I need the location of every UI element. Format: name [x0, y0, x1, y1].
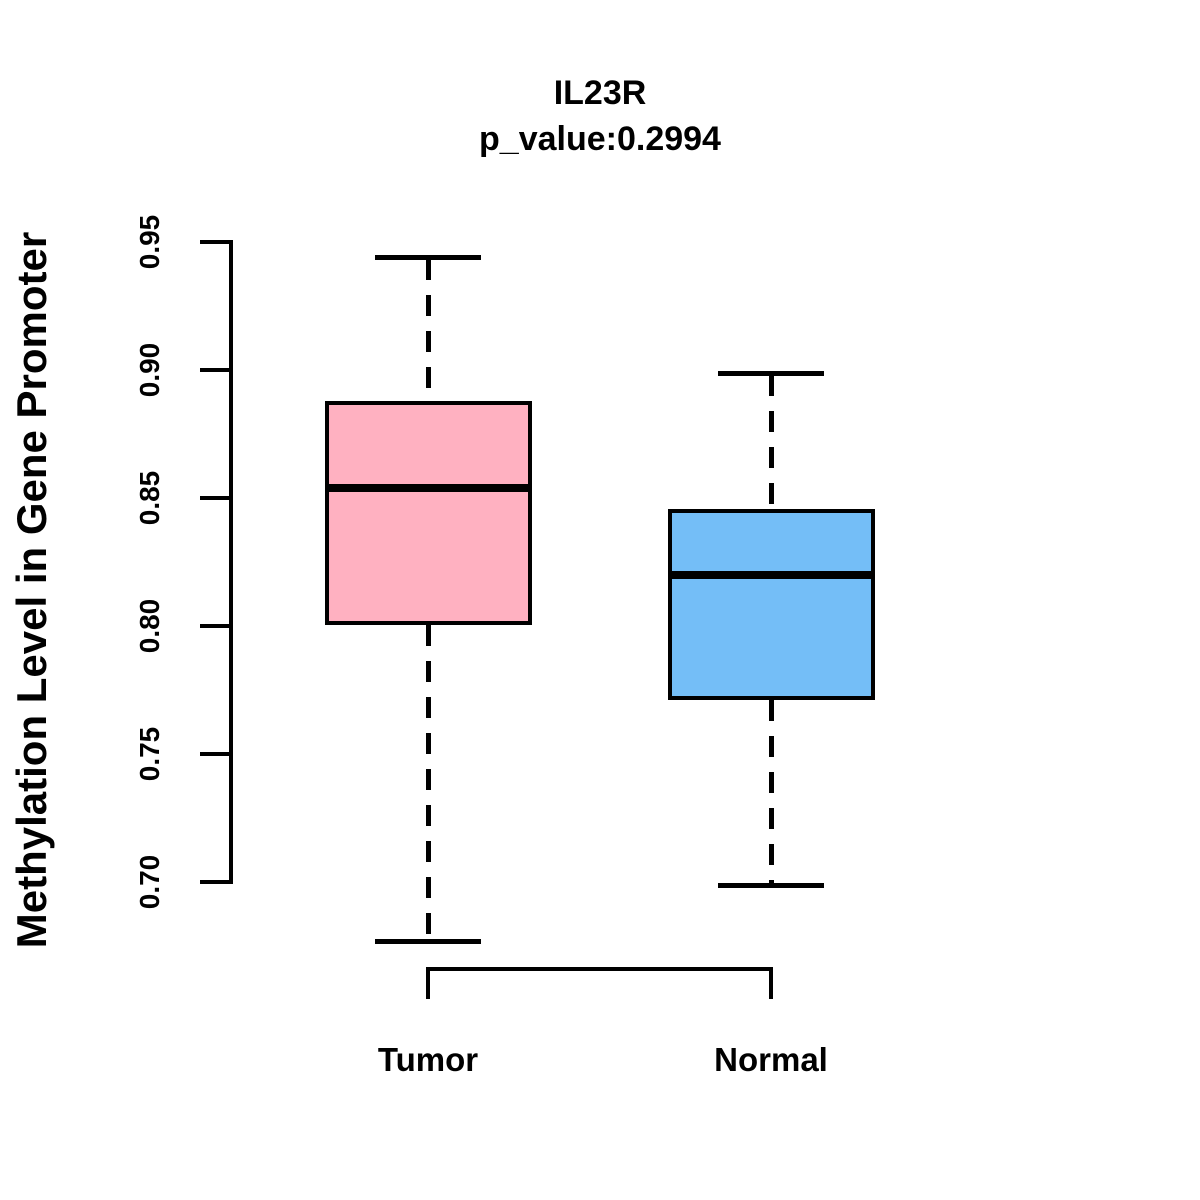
median-line-tumor	[324, 483, 532, 492]
median-line-normal	[667, 570, 875, 579]
x-tick-normal	[769, 967, 773, 999]
y-tick-label: 0.95	[134, 214, 165, 270]
whisker-lower-normal	[769, 699, 774, 883]
whisker-cap-lower-normal	[718, 882, 824, 888]
chart-subtitle: p_value:0.2994	[479, 120, 721, 158]
whisker-lower-tumor	[426, 625, 431, 939]
category-label-tumor: Tumor	[377, 1041, 479, 1078]
whisker-cap-lower-tumor	[375, 938, 481, 944]
y-axis-line	[229, 240, 233, 884]
whisker-cap-upper-tumor	[375, 255, 481, 261]
y-tick	[200, 752, 231, 756]
y-tick	[200, 368, 231, 372]
whisker-upper-tumor	[426, 259, 431, 402]
category-label-normal: Normal	[714, 1041, 828, 1078]
chart-title: IL23R	[553, 74, 647, 112]
box-normal	[667, 508, 875, 700]
y-tick	[200, 496, 231, 500]
y-tick	[200, 880, 231, 884]
y-tick	[200, 624, 231, 628]
y-tick-label: 0.90	[134, 342, 165, 398]
x-tick-tumor	[426, 967, 430, 999]
x-axis-line	[426, 967, 773, 971]
y-tick-label: 0.85	[134, 470, 165, 526]
y-tick-label: 0.80	[134, 598, 165, 654]
y-tick	[200, 240, 231, 244]
y-axis-title: Methylation Level in Gene Promoter	[8, 231, 55, 949]
y-tick-label: 0.75	[134, 726, 165, 782]
whisker-upper-normal	[769, 374, 774, 509]
whisker-cap-upper-normal	[718, 370, 824, 376]
box-tumor	[324, 401, 532, 626]
chart-title-block: IL23R p_value:0.2994	[0, 70, 1200, 162]
y-tick-label: 0.70	[134, 854, 165, 910]
